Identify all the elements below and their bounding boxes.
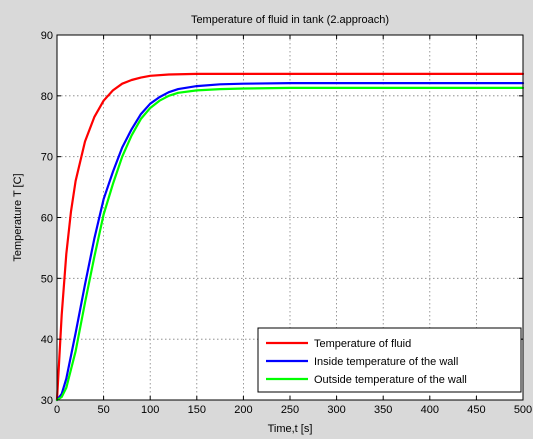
x-tick-label: 100	[141, 404, 159, 416]
y-tick-label: 80	[41, 91, 53, 103]
series-layer	[55, 72, 525, 402]
x-tick-label: 150	[188, 404, 206, 416]
y-tick-label: 60	[41, 213, 53, 225]
x-tick-label: 450	[467, 404, 485, 416]
x-tick-label: 350	[374, 404, 392, 416]
series-line-1	[55, 72, 525, 402]
y-axis-label: Temperature T [C]	[12, 173, 24, 261]
series-line-2	[55, 81, 525, 402]
y-tick-label: 50	[41, 273, 53, 285]
ticks: 0 50 100 150 200 250 300 350 400 450 500 30 40 50 60 70…	[41, 30, 532, 416]
x-tick-label: 250	[281, 404, 299, 416]
chart-title: Temperature of fluid in tank (2.approach…	[191, 14, 389, 26]
y-tick-label: 30	[41, 395, 53, 407]
x-tick-label: 50	[97, 404, 109, 416]
legend-label-1: Temperature of fluid	[314, 338, 411, 350]
x-tick-label: 200	[234, 404, 252, 416]
legend-label-2: Inside temperature of the wall	[314, 356, 458, 368]
series-line-3	[55, 86, 525, 402]
x-tick-label: 500	[514, 404, 532, 416]
x-tick-label: 400	[421, 404, 439, 416]
legend: Temperature of fluid Inside temperature o…	[257, 327, 522, 393]
y-tick-label: 40	[41, 334, 53, 346]
x-axis-label: Time,t [s]	[268, 423, 313, 435]
y-tick-label: 90	[41, 30, 53, 42]
legend-label-3: Outside temperature of the wall	[314, 374, 467, 386]
x-tick-label: 0	[54, 404, 60, 416]
y-tick-label: 70	[41, 152, 53, 164]
x-tick-label: 300	[327, 404, 345, 416]
